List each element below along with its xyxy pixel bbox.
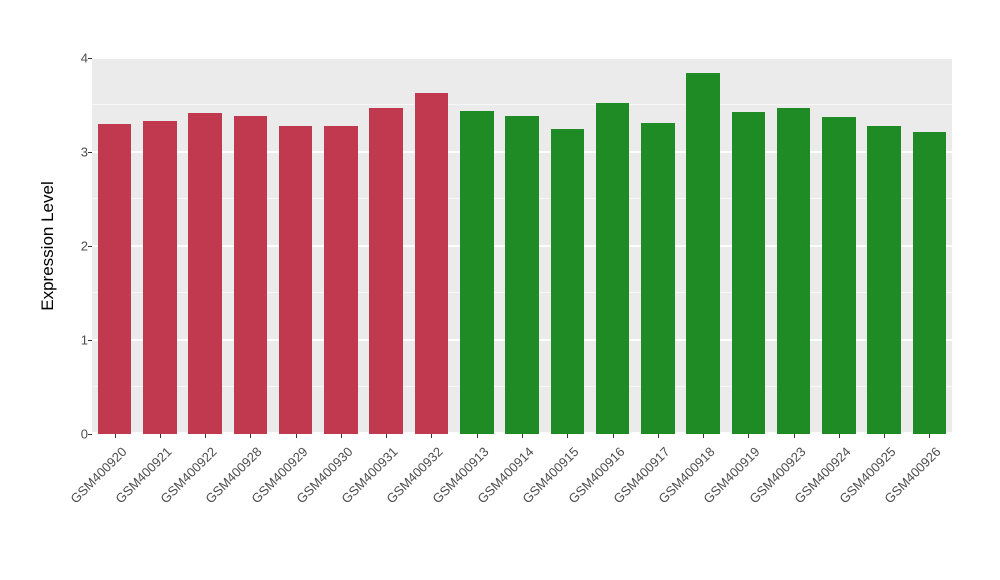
bar-cell (137, 58, 182, 434)
y-tick-label: 3 (80, 144, 88, 160)
bar-cell (499, 58, 544, 434)
bar-cell (228, 58, 273, 434)
gridline-major (92, 57, 952, 59)
bar-GSM400922 (188, 113, 222, 434)
bar-GSM400926 (912, 132, 947, 434)
gridline-minor (92, 104, 952, 105)
x-tick-mark (884, 434, 886, 438)
bar-cell (771, 58, 816, 434)
x-tick-mark (431, 434, 433, 438)
y-tick-label: 1 (80, 332, 88, 348)
bar-GSM400923 (776, 107, 811, 434)
y-tick-mark (88, 434, 92, 435)
bar-GSM400928 (233, 116, 268, 434)
bar-cell (92, 58, 137, 434)
y-tick-mark (88, 340, 92, 341)
bar-cell (454, 58, 499, 434)
bars-container (92, 58, 952, 434)
bar-GSM400931 (369, 107, 403, 434)
x-tick-mark (114, 434, 116, 438)
bar-GSM400924 (822, 117, 856, 434)
bar-cell (680, 58, 725, 434)
bar-GSM400932 (414, 92, 449, 434)
bar-cell (183, 58, 228, 434)
x-tick-mark (929, 434, 931, 438)
x-tick-mark (612, 434, 614, 438)
y-tick-label: 4 (80, 50, 88, 66)
bar-GSM400930 (324, 125, 358, 434)
plot-panel (92, 57, 952, 434)
y-tick-mark (88, 58, 92, 59)
y-tick-label: 0 (80, 426, 88, 442)
bar-GSM400919 (731, 111, 766, 434)
bar-cell (816, 58, 861, 434)
x-tick-mark (476, 434, 478, 438)
y-tick-mark (88, 246, 92, 247)
bar-GSM400925 (867, 125, 901, 434)
bar-cell (273, 58, 318, 434)
y-tick-mark (88, 152, 92, 153)
bar-cell (726, 58, 771, 434)
x-tick-mark (386, 434, 388, 438)
x-tick-mark (522, 434, 523, 438)
bar-cell (907, 58, 952, 434)
x-tick-mark (205, 434, 207, 438)
bar-GSM400917 (641, 122, 675, 434)
bar-GSM400915 (550, 128, 585, 434)
x-tick-mark (748, 434, 750, 438)
x-tick-mark (250, 434, 252, 438)
bar-GSM400921 (143, 120, 177, 434)
x-tick-mark (567, 434, 569, 438)
bar-GSM400920 (97, 123, 132, 434)
bar-GSM400918 (686, 73, 720, 434)
x-tick-mark (657, 434, 659, 438)
bar-cell (590, 58, 635, 434)
bar-GSM400913 (460, 110, 494, 434)
bar-cell (635, 58, 680, 434)
bar-cell (409, 58, 454, 434)
x-tick-mark (793, 434, 795, 438)
bar-GSM400916 (595, 103, 630, 434)
x-tick-mark (703, 434, 705, 438)
bar-cell (364, 58, 409, 434)
x-tick-mark (340, 434, 342, 438)
x-tick-mark (838, 434, 840, 438)
bar-cell (862, 58, 907, 434)
bar-cell (318, 58, 363, 434)
x-tick-mark (295, 434, 297, 438)
bar-cell (545, 58, 590, 434)
y-tick-label: 2 (80, 238, 88, 254)
bar-GSM400914 (505, 116, 539, 434)
bar-GSM400929 (278, 125, 313, 434)
x-tick-mark (159, 434, 161, 438)
